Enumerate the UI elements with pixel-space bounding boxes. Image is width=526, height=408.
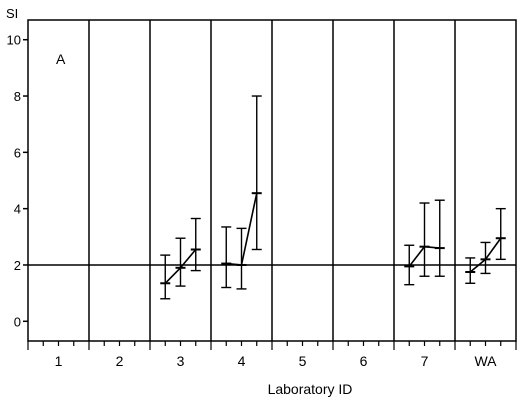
y-tick-label: 6 — [14, 145, 21, 160]
x-tick-label: 4 — [238, 353, 246, 369]
x-tick-label: 3 — [177, 353, 185, 369]
x-tick-label: 7 — [421, 353, 429, 369]
y-tick-label: 0 — [14, 314, 21, 329]
x-tick-label: 1 — [55, 353, 63, 369]
x-tick-label: 6 — [360, 353, 368, 369]
series-line-segment — [240, 193, 258, 266]
y-tick-label: 10 — [7, 33, 21, 48]
x-tick-label: WA — [474, 353, 497, 369]
series-line-segment — [179, 248, 197, 269]
x-tick-label: 5 — [299, 353, 307, 369]
y-tick-label: 8 — [14, 89, 21, 104]
series-line-segment — [164, 267, 182, 284]
y-axis-label: SI — [6, 6, 18, 21]
series-line-segment — [484, 237, 502, 260]
x-axis-label: Laboratory ID — [268, 381, 353, 397]
y-tick-label: 2 — [14, 258, 21, 273]
series-line-segment — [408, 246, 426, 267]
x-tick-label: 2 — [116, 353, 124, 369]
series-line-segment — [469, 258, 487, 273]
panel-label: A — [56, 51, 66, 67]
y-tick-label: 4 — [14, 202, 21, 217]
